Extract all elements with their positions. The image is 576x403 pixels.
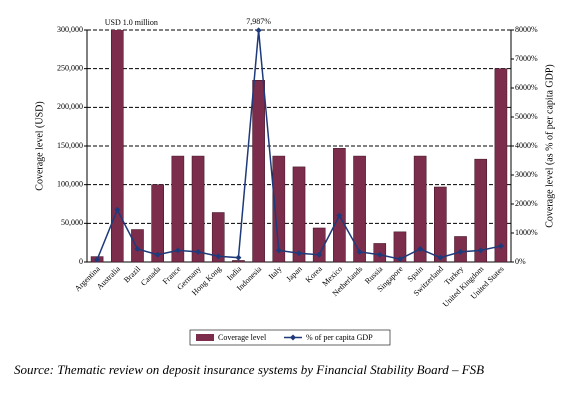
y-tick-label: 0 <box>79 257 83 266</box>
line-marker <box>477 247 484 254</box>
source-note: Source: Thematic review on deposit insur… <box>14 362 485 377</box>
x-tick-label: Canada <box>139 264 163 288</box>
bar <box>333 148 346 263</box>
legend-marker <box>290 334 296 341</box>
bar <box>353 155 366 263</box>
line-marker <box>457 248 464 255</box>
y2-tick-label: 2000% <box>515 199 538 208</box>
line-marker <box>356 248 363 255</box>
line-marker <box>417 245 424 252</box>
y-tick-label: 50,000 <box>61 218 83 227</box>
legend-swatch <box>196 334 214 341</box>
line-marker <box>195 248 202 255</box>
bar <box>151 184 164 263</box>
bar <box>131 229 144 263</box>
y2-tick-label: 8000% <box>515 25 538 34</box>
chart: Coverage level (USD) Coverage level (as … <box>34 17 555 346</box>
line-marker <box>316 251 323 258</box>
y-tick-label: 150,000 <box>57 141 83 150</box>
bar <box>413 155 427 263</box>
y2-axis-label: Coverage level (as % of per capita GDP) <box>544 64 555 228</box>
bar <box>272 155 286 263</box>
line-marker <box>275 247 282 254</box>
y-tick-label: 250,000 <box>57 63 83 72</box>
line-marker <box>215 253 222 260</box>
data-label: 7,987% <box>246 17 271 26</box>
y-tick-label: 300,000 <box>57 25 83 34</box>
line-marker <box>174 247 181 254</box>
legend-label: Coverage level <box>218 333 267 342</box>
bar <box>110 30 124 263</box>
line-marker <box>134 245 141 252</box>
y2-tick-label: 7000% <box>515 54 538 63</box>
line-marker <box>376 251 383 258</box>
bar <box>494 68 508 263</box>
x-tick-label: Italy <box>267 264 284 281</box>
bar <box>434 186 447 263</box>
y-tick-label: 100,000 <box>57 179 83 188</box>
y2-tick-label: 3000% <box>515 170 538 179</box>
line-marker <box>154 251 161 258</box>
line-marker <box>336 212 343 219</box>
x-tick-label: Japan <box>284 264 303 283</box>
bar <box>191 155 205 263</box>
line-marker <box>255 27 262 34</box>
y2-tick-label: 5000% <box>515 112 538 121</box>
bar <box>232 260 245 263</box>
line-marker <box>235 254 242 261</box>
y2-tick-label: 4000% <box>515 141 538 150</box>
bar <box>211 212 225 263</box>
bar <box>474 158 488 263</box>
legend-label: % of per capita GDP <box>306 333 373 342</box>
bar-group <box>90 30 508 263</box>
y-tick-label: 200,000 <box>57 102 83 111</box>
line-marker <box>296 250 302 257</box>
y-axis-label: Coverage level (USD) <box>34 101 45 190</box>
bar <box>312 227 326 263</box>
y2-tick-label: 1000% <box>515 228 538 237</box>
bar <box>252 80 265 263</box>
line-marker <box>94 256 101 263</box>
bar <box>292 166 306 263</box>
line-marker <box>114 206 121 213</box>
line-marker <box>396 256 403 263</box>
line-marker <box>437 254 444 261</box>
line-marker <box>497 243 504 250</box>
data-label: USD 1.0 million <box>105 18 158 27</box>
y2-tick-label: 0% <box>515 257 526 266</box>
y2-tick-label: 6000% <box>515 83 538 92</box>
bar <box>171 155 185 263</box>
